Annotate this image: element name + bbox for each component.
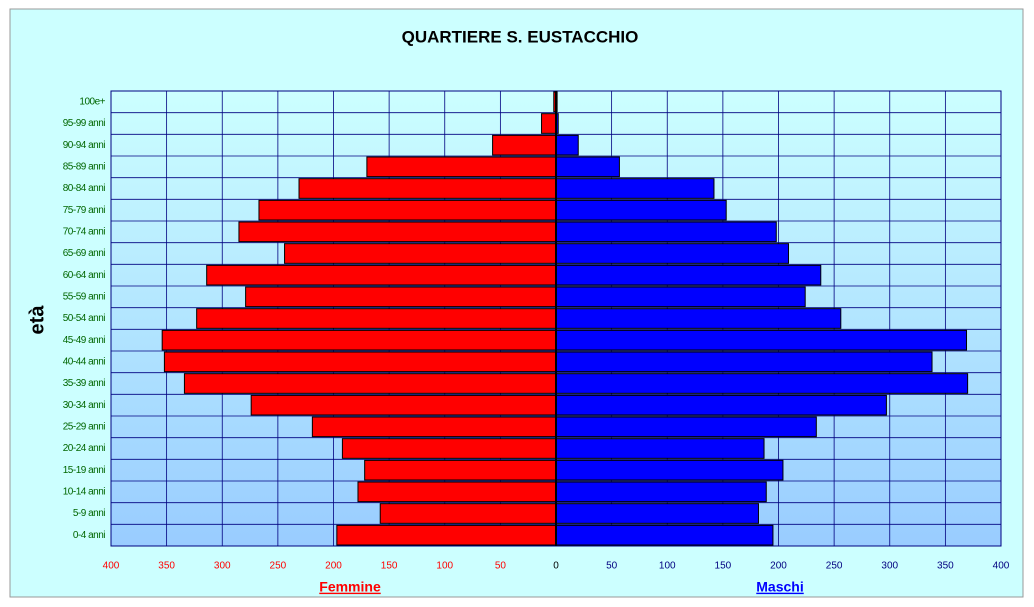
y-tick-label: 0-4 anni: [73, 530, 105, 541]
y-tick-label: 95-99 anni: [63, 118, 106, 129]
x-tick-label: 300: [214, 561, 231, 572]
y-tick-label: 60-64 anni: [63, 270, 106, 281]
bar: [364, 459, 557, 481]
bar: [555, 416, 817, 438]
bar: [298, 178, 557, 199]
bar: [555, 524, 774, 546]
y-tick-label: 55-59 anni: [63, 291, 106, 302]
bar: [250, 394, 557, 416]
bar: [555, 199, 727, 221]
chart-title: QUARTIERE S. EUSTACCHIO: [402, 27, 639, 46]
x-tick-label: 50: [495, 561, 507, 572]
legend-label: Maschi: [756, 579, 803, 595]
bar: [555, 459, 784, 481]
y-tick-label: 85-89 anni: [63, 161, 106, 172]
bar: [555, 156, 620, 178]
bar: [357, 481, 557, 503]
x-tick-label: 50: [606, 561, 618, 572]
x-tick-label: 100: [436, 561, 453, 572]
bar: [555, 373, 969, 394]
bar: [341, 438, 557, 459]
bar: [555, 481, 767, 503]
bar: [245, 286, 557, 308]
y-tick-label: 20-24 anni: [63, 443, 106, 454]
y-tick-label: 15-19 anni: [63, 465, 106, 476]
bar: [311, 416, 557, 438]
bar: [336, 524, 557, 546]
bar: [555, 329, 968, 351]
x-tick-label: 250: [270, 561, 287, 572]
bar: [366, 156, 557, 178]
bar: [555, 264, 822, 286]
bar: [161, 329, 557, 351]
x-tick-label: 300: [881, 561, 898, 572]
x-tick-label: 200: [770, 561, 787, 572]
x-tick-label: 0: [553, 561, 559, 572]
x-tick-label: 150: [715, 561, 732, 572]
x-tick-label: 250: [826, 561, 843, 572]
bar: [555, 178, 715, 199]
x-tick-label: 150: [381, 561, 398, 572]
x-tick-label: 350: [158, 561, 175, 572]
bar: [555, 351, 933, 373]
legend-label: Femmine: [319, 579, 381, 595]
x-tick-label: 400: [103, 561, 120, 572]
bar: [196, 308, 557, 329]
bar: [555, 503, 759, 524]
bar: [555, 394, 887, 416]
bar: [258, 199, 557, 221]
y-tick-label: 45-49 anni: [63, 335, 106, 346]
y-tick-label: 100e+: [79, 96, 105, 107]
x-tick-label: 100: [659, 561, 676, 572]
bar: [238, 221, 557, 243]
bar: [555, 438, 765, 459]
bar: [555, 308, 842, 329]
bar: [555, 134, 579, 156]
y-tick-label: 25-29 anni: [63, 421, 106, 432]
y-tick-label: 80-84 anni: [63, 183, 106, 194]
bar: [206, 264, 557, 286]
x-tick-label: 400: [993, 561, 1010, 572]
bar: [555, 221, 777, 243]
y-tick-label: 50-54 anni: [63, 313, 106, 324]
bar: [541, 113, 557, 134]
y-tick-label: 10-14 anni: [63, 486, 106, 497]
y-tick-label: 35-39 anni: [63, 378, 106, 389]
bar: [183, 373, 557, 394]
bar: [492, 134, 557, 156]
y-tick-label: 90-94 anni: [63, 140, 106, 151]
y-tick-label: 5-9 anni: [73, 508, 105, 519]
y-tick-label: 40-44 anni: [63, 356, 106, 367]
bar: [555, 286, 806, 308]
bar: [163, 351, 557, 373]
x-tick-label: 350: [937, 561, 954, 572]
bar: [555, 243, 790, 264]
y-tick-label: 30-34 anni: [63, 400, 106, 411]
y-tick-label: 65-69 anni: [63, 248, 106, 259]
y-tick-label: 70-74 anni: [63, 226, 106, 237]
bar: [284, 243, 557, 264]
y-axis-label: età: [26, 305, 48, 335]
y-tick-label: 75-79 anni: [63, 205, 106, 216]
bar: [379, 503, 557, 524]
x-tick-label: 200: [325, 561, 342, 572]
